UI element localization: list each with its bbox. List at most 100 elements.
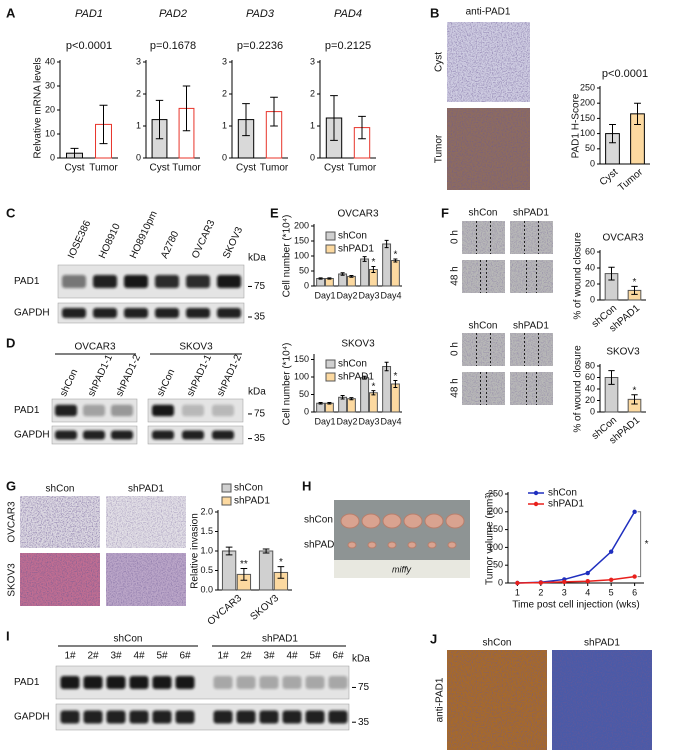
lane-label: 3# [110,651,122,662]
data-point [608,577,614,582]
y-tick-label: 1.0 [200,545,213,555]
blot-band [152,404,174,417]
y-tick-label: 0.0 [200,584,213,594]
y-tick-label: 50 [585,143,595,153]
error-bar [634,102,641,125]
row-label: Cyst [434,52,445,72]
data-point [515,580,520,586]
row-label: PAD1 [14,677,40,688]
blot-band [60,710,80,724]
y-tick-label: 250 [488,488,503,498]
y-tick-label: 30 [45,80,55,90]
y-tick-label: 0 [136,152,141,162]
bar [382,366,392,413]
blot-band [106,676,126,689]
y-tick-label: 2 [136,88,141,98]
y-axis-label: Tumor volume (mm³) [485,492,496,585]
blot-band [305,676,325,689]
y-tick-label: 0 [304,280,309,290]
legend-label: shCon [234,483,263,494]
x-tick-label: Day4 [380,416,401,426]
error-bar [349,275,354,278]
y-tick-label: 0 [590,158,595,168]
x-tick-label: 1 [515,587,520,597]
column-label: shPAD1 [584,638,620,649]
lane-label: shCon [155,368,177,399]
tumor [445,513,465,529]
blot-band [155,275,179,288]
bar [316,278,326,287]
blot-band [236,676,256,689]
p-value: p<0.0001 [602,68,648,80]
lane-label: 2# [240,651,252,662]
blot-band [282,710,302,724]
blot-band [62,308,86,318]
ruler [334,560,470,578]
y-tick-label: 200 [488,506,503,516]
y-tick-label: 2.0 [200,506,213,516]
row-label: PAD1 [14,405,40,416]
wound-edge [526,260,537,293]
error-bar [631,394,638,405]
p-value: p<0.0001 [66,40,112,52]
error-bar [393,258,398,263]
data-point [585,570,590,576]
row-label: shPAD1 [304,540,340,551]
row-label: SKOV3 [7,563,18,597]
legend-marker [533,490,539,496]
blot-band [55,404,77,417]
column-label: shPAD1 [513,208,549,219]
tumor [347,541,357,549]
blot-band [182,404,204,417]
x-tick-label: Cyst [65,163,85,174]
lane-label: 2# [87,651,99,662]
lane-label: 1# [217,651,229,662]
y-tick-label: 80 [585,360,595,370]
error-bar [384,361,389,372]
data-point [608,549,614,554]
marker-label: 75 [254,409,266,420]
chart-title: PAD2 [159,8,187,20]
chart-title: OVCAR3 [337,209,379,220]
blot-band [213,710,233,724]
legend-marker [533,501,539,507]
chart-title: SKOV3 [341,339,375,350]
p-value: p=0.2125 [325,40,371,52]
legend-label: shPAD1 [338,372,374,383]
tumor [424,513,444,529]
data-point [562,579,567,585]
blot-band [259,676,279,689]
invasion-image-texture [106,496,186,548]
error-bar [327,277,332,280]
bar [258,550,274,591]
chart-title: PAD3 [246,8,275,20]
lane-label: shPAD1-2 [114,353,143,399]
bar [346,275,356,287]
blot-band [83,430,105,440]
column-label: shCon [469,208,498,219]
panel-label: B [430,5,439,20]
invasion-image-texture [106,553,186,606]
data-point [632,509,637,514]
blot-band [124,308,148,318]
blot-band [186,275,210,288]
lane-label: 6# [332,651,344,662]
legend-label: shCon [338,359,367,370]
tumor [407,541,417,549]
significance-marker: ** [240,559,248,570]
error-bar [330,95,338,141]
y-tick-label: 0 [310,152,315,162]
blot-band [93,308,117,318]
scratch-image-texture [462,221,505,254]
error-bar [318,402,323,405]
y-axis-label: % of wound closure [573,345,584,433]
chart-title: SKOV3 [606,347,640,358]
x-tick-label: Tumor [348,163,377,174]
bar [360,377,370,413]
blot-band [83,676,103,689]
error-bar [277,566,285,579]
wound-edge [476,221,491,254]
panel-label: H [302,478,311,493]
significance-marker: * [393,371,397,382]
blot-band [129,676,149,689]
